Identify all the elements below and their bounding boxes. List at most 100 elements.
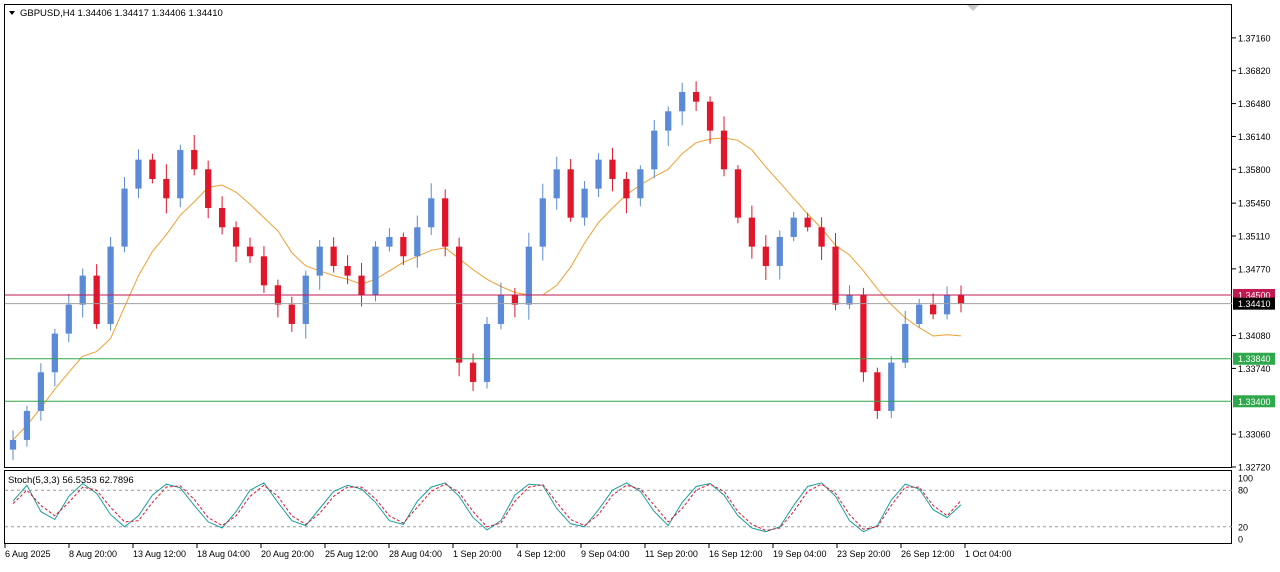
bull-candle [79, 275, 86, 305]
bear-candle [330, 246, 337, 266]
price-tick-label: 1.35800 [1238, 165, 1271, 175]
time-tick-label: 4 Sep 12:00 [517, 549, 566, 559]
support-price-label: 1.33400 [1238, 397, 1271, 407]
time-tick-label: 1 Oct 04:00 [965, 549, 1012, 559]
bull-candle [302, 275, 309, 324]
bull-candle [916, 304, 923, 324]
bull-candle [553, 169, 560, 199]
time-tick-label: 18 Aug 04:00 [197, 549, 250, 559]
time-tick-label: 28 Aug 04:00 [389, 549, 442, 559]
bull-candle [846, 294, 853, 305]
stoch-tick-label: 0 [1238, 535, 1243, 545]
bull-candle [37, 372, 45, 411]
price-tick-label: 1.36820 [1238, 66, 1271, 76]
price-tick-label: 1.34770 [1238, 264, 1271, 274]
bull-candle [135, 159, 142, 189]
bear-candle [609, 159, 616, 179]
bear-candle [692, 91, 700, 102]
bid-price-tag [1233, 297, 1275, 310]
bull-candle [665, 111, 672, 131]
price-tick-label: 1.34080 [1238, 331, 1271, 341]
support-price-label: 1.33840 [1238, 354, 1271, 364]
bear-candle [832, 246, 839, 305]
bear-candle [163, 178, 170, 199]
time-tick-label: 16 Sep 12:00 [709, 549, 763, 559]
bear-candle [734, 169, 742, 218]
bull-candle [539, 198, 546, 247]
bear-candle [804, 217, 811, 228]
time-tick-label: 1 Sep 20:00 [453, 549, 502, 559]
bull-candle [428, 198, 435, 228]
price-tick-label: 1.36140 [1238, 132, 1271, 142]
bull-candle [595, 159, 602, 189]
time-tick-label: 23 Sep 20:00 [837, 549, 891, 559]
bear-candle [748, 217, 756, 247]
bull-candle [776, 236, 783, 266]
bear-candle [623, 178, 630, 199]
shift-marker-icon[interactable] [967, 5, 979, 11]
bull-candle [372, 246, 379, 295]
time-tick-label: 25 Aug 12:00 [325, 549, 378, 559]
bear-candle [957, 294, 965, 304]
price-axis-layer: 1.37160 1.36820 1.36480 1.36140 1.35800 1.354… [1232, 33, 1271, 473]
bear-candle [469, 362, 477, 382]
chevron-down-icon[interactable] [9, 11, 15, 15]
bear-candle [720, 130, 728, 170]
bear-candle [511, 294, 519, 305]
bull-candle [902, 323, 909, 363]
bear-candle [205, 169, 212, 208]
bear-candle [344, 265, 351, 276]
bear-candle [400, 236, 407, 257]
price-tick-label: 1.33740 [1238, 364, 1271, 374]
bull-candle [386, 236, 393, 247]
stoch-info-text: Stoch(5,3,3) 56.5353 62.7896 [8, 475, 134, 486]
time-tick-label: 9 Sep 04:00 [581, 549, 630, 559]
bull-candle [888, 362, 895, 411]
stoch-main-line [12, 482, 962, 533]
bull-candle [107, 246, 114, 324]
bear-candle [218, 207, 226, 228]
support-price-tag [1233, 395, 1275, 408]
bull-candle [679, 91, 686, 112]
bear-candle [860, 294, 867, 373]
bear-candle [762, 246, 769, 266]
bear-candle [288, 304, 295, 324]
moving-average-line [12, 137, 962, 441]
bull-candle [121, 188, 128, 247]
time-tick-label: 13 Aug 12:00 [133, 549, 186, 559]
bull-candle [9, 439, 17, 450]
bear-candle [260, 256, 268, 286]
time-tick-label: 8 Aug 20:00 [69, 549, 117, 559]
time-tick-label: 6 Aug 2025 [5, 549, 51, 559]
bull-candle [23, 410, 31, 440]
support-price-tag [1233, 352, 1275, 365]
stoch-signal-line [12, 483, 962, 532]
bull-candle [414, 227, 421, 257]
bull-candle [497, 294, 505, 324]
bear-candle [246, 246, 254, 257]
bear-candle [929, 304, 937, 315]
bull-candle [637, 169, 644, 199]
bear-candle [455, 246, 463, 363]
time-tick-label: 19 Sep 04:00 [773, 549, 827, 559]
bear-candle [149, 159, 156, 179]
bear-candle [706, 101, 714, 131]
price-tick-label: 1.35110 [1238, 232, 1270, 242]
price-tick-label: 1.35450 [1238, 199, 1271, 209]
symbol-info-text: GBPUSD,H4 1.34406 1.34417 1.34406 1.3441… [20, 8, 223, 19]
bear-candle [232, 227, 240, 247]
bull-candle [581, 188, 588, 218]
bull-candle [51, 333, 58, 373]
price-tick-label: 1.36480 [1238, 99, 1271, 109]
price-tick-label: 1.33060 [1238, 430, 1271, 440]
stochastic-layer: 100 80 20 0 [5, 474, 1253, 545]
main-plot-frame [4, 4, 1232, 468]
bull-candle [177, 149, 184, 199]
time-tick-label: 20 Aug 20:00 [261, 549, 314, 559]
bid-price-label: 1.34410 [1238, 299, 1271, 309]
chart-header: GBPUSD,H4 1.34406 1.34417 1.34406 1.3441… [9, 8, 223, 19]
bear-candle [442, 198, 449, 247]
